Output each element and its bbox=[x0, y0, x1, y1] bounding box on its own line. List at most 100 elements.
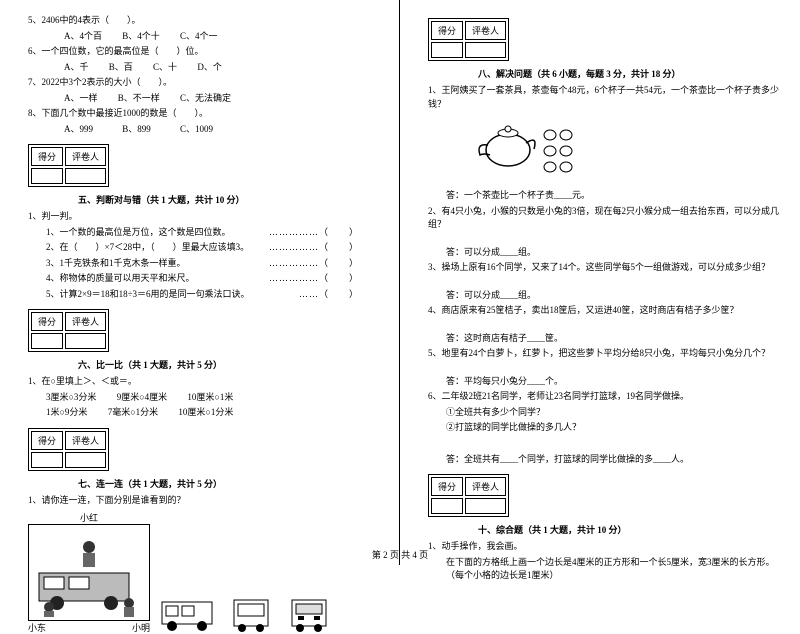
compare-row2: 1米○9分米 7毫米○1分米 10厘米○1分米 bbox=[28, 406, 379, 420]
j5-text: 5、计算2×9＝18和18÷3＝6用的是同一句乘法口诀。 bbox=[46, 288, 250, 302]
score-label: 得分 bbox=[31, 147, 63, 166]
score-label: 得分 bbox=[431, 477, 463, 496]
blank-line bbox=[428, 437, 780, 451]
score-label: 得分 bbox=[31, 431, 63, 450]
label-xiaoming: 小明 bbox=[132, 621, 150, 634]
q8a: A、999 bbox=[64, 124, 93, 134]
p2: 2、有4只小兔，小猴的只数是小兔的3倍，现在每2只小猴分成一组去抬东西，可以分成… bbox=[428, 205, 780, 232]
q7c: C、无法确定 bbox=[180, 93, 231, 103]
q6d: D、个 bbox=[197, 62, 222, 72]
judge-4: 4、称物体的质量可以用天平和米尺。 ……………（ ） bbox=[28, 272, 379, 286]
q7b: B、不一样 bbox=[118, 93, 160, 103]
label-xiaodong: 小东 bbox=[28, 621, 46, 634]
p5-ans: 答：平均每只小兔分____个。 bbox=[428, 375, 780, 389]
q7-options: A、一样 B、不一样 C、无法确定 bbox=[28, 92, 379, 106]
p2-ans: 答：可以分成____组。 bbox=[428, 246, 780, 260]
q8: 8、下面几个数中最接近1000的数是（ ）。 bbox=[28, 107, 379, 121]
blank-line bbox=[428, 363, 780, 373]
p6: 6、二年级2班21名同学，老师让23名同学打篮球，19名同学做操。 bbox=[428, 390, 780, 404]
dots: ……………（ ） bbox=[269, 257, 359, 271]
score-box-10: 得分评卷人 bbox=[428, 474, 509, 517]
p6-ans: 答：全班共有____个同学，打篮球的同学比做操的多____人。 bbox=[428, 453, 780, 467]
judge-5: 5、计算2×9＝18和18÷3＝6用的是同一句乘法口诀。 ……（ ） bbox=[28, 288, 379, 302]
van-front-icon bbox=[284, 594, 334, 634]
right-column: 得分评卷人 八、解决问题（共 6 小题，每题 3 分，共计 18 分） 1、王阿… bbox=[400, 0, 800, 565]
image-row: 小红 小东 小明 bbox=[28, 511, 379, 634]
p5: 5、地里有24个白萝卜，红萝卜，把这些萝卜平均分给8只小兔，平均每只小兔分几个？ bbox=[428, 347, 780, 361]
blank-line bbox=[428, 234, 780, 244]
q8-options: A、999 B、899 C、1009 bbox=[28, 123, 379, 137]
section-8-title: 八、解决问题（共 6 小题，每题 3 分，共计 18 分） bbox=[478, 67, 780, 80]
van-scene-icon bbox=[29, 525, 149, 620]
link-head: 1、请你连一连，下面分别是谁看到的？ bbox=[28, 494, 379, 508]
c2b: 7毫米○1分米 bbox=[108, 407, 158, 417]
van-rear-icon bbox=[226, 594, 276, 634]
q5-options: A、4个百 B、4个十 C、4个一 bbox=[28, 30, 379, 44]
blank-line bbox=[428, 277, 780, 287]
compare-head: 1、在○里填上＞、＜或＝。 bbox=[28, 375, 379, 389]
q5: 5、2406中的4表示（ ）。 bbox=[28, 14, 379, 28]
c1a: 3厘米○3分米 bbox=[46, 392, 96, 402]
dots: ……………（ ） bbox=[269, 226, 359, 240]
p4-ans: 答：这时商店有桔子____筐。 bbox=[428, 332, 780, 346]
q6b: B、百 bbox=[109, 62, 133, 72]
grader-label: 评卷人 bbox=[465, 477, 506, 496]
j3-text: 3、1千克铁条和1千克木条一样重。 bbox=[46, 257, 186, 271]
grader-label: 评卷人 bbox=[65, 431, 106, 450]
compare-row1: 3厘米○3分米 9厘米○4厘米 10厘米○1米 bbox=[28, 391, 379, 405]
scene-image: 小红 小东 小明 bbox=[28, 511, 150, 634]
score-box-7: 得分评卷人 bbox=[28, 428, 109, 471]
c2c: 10厘米○1分米 bbox=[178, 407, 233, 417]
q5c: C、4个一 bbox=[180, 31, 218, 41]
teapot-icon bbox=[468, 115, 588, 185]
blank-line bbox=[428, 320, 780, 330]
judge-1: 1、一个数的最高位是万位，这个数是四位数。 ……………（ ） bbox=[28, 226, 379, 240]
section-10-title: 十、综合题（共 1 大题，共计 10 分） bbox=[478, 523, 780, 536]
grader-label: 评卷人 bbox=[65, 312, 106, 331]
section-7-title: 七、连一连（共 1 大题，共计 5 分） bbox=[78, 477, 379, 490]
section-6-title: 六、比一比（共 1 大题，共计 5 分） bbox=[78, 358, 379, 371]
q7: 7、2022中3个2表示的大小（ ）。 bbox=[28, 76, 379, 90]
j4-text: 4、称物体的质量可以用天平和米尺。 bbox=[46, 272, 195, 286]
p4: 4、商店原来有25筐桔子，卖出18筐后，又运进40筐，这时商店有桔子多少筐？ bbox=[428, 304, 780, 318]
judge-3: 3、1千克铁条和1千克木条一样重。 ……………（ ） bbox=[28, 257, 379, 271]
dots: ……………（ ） bbox=[269, 272, 359, 286]
van-side-icon bbox=[158, 594, 218, 634]
grader-label: 评卷人 bbox=[65, 147, 106, 166]
score-label: 得分 bbox=[431, 21, 463, 40]
score-box-8: 得分评卷人 bbox=[428, 18, 509, 61]
p6a: ①全班共有多少个同学？ bbox=[428, 406, 780, 420]
score-box-5: 得分评卷人 bbox=[28, 144, 109, 187]
q6a: A、千 bbox=[64, 62, 89, 72]
dots: ……（ ） bbox=[299, 288, 359, 302]
score-box-6: 得分评卷人 bbox=[28, 309, 109, 352]
section-5-title: 五、判断对与错（共 1 大题，共计 10 分） bbox=[78, 193, 379, 206]
c1b: 9厘米○4厘米 bbox=[117, 392, 167, 402]
j2-text: 2、在（ ）×7＜28中，（ ）里最大应该填3。 bbox=[46, 241, 249, 255]
q5b: B、4个十 bbox=[122, 31, 160, 41]
p6b: ②打篮球的同学比做操的多几人？ bbox=[428, 421, 780, 435]
teapot-image bbox=[468, 115, 780, 185]
page-footer: 第 2 页 共 4 页 bbox=[0, 548, 800, 561]
p1: 1、王阿姨买了一套茶具，茶壶每个48元，6个杯子一共54元，一个茶壶比一个杯子贵… bbox=[428, 84, 780, 111]
judge-head: 1、判一判。 bbox=[28, 210, 379, 224]
j1-text: 1、一个数的最高位是万位，这个数是四位数。 bbox=[46, 226, 231, 240]
p3: 3、操场上原有16个同学，又来了14个。这些同学每5个一组做游戏，可以分成多少组… bbox=[428, 261, 780, 275]
c1c: 10厘米○1米 bbox=[187, 392, 233, 402]
q6: 6、一个四位数，它的最高位是（ ）位。 bbox=[28, 45, 379, 59]
judge-2: 2、在（ ）×7＜28中，（ ）里最大应该填3。 ……………（ ） bbox=[28, 241, 379, 255]
label-xiaohong: 小红 bbox=[28, 511, 150, 524]
q8b: B、899 bbox=[122, 124, 151, 134]
p1-ans: 答：一个茶壶比一个杯子贵____元。 bbox=[428, 189, 780, 203]
dots: ……………（ ） bbox=[269, 241, 359, 255]
q8c: C、1009 bbox=[180, 124, 213, 134]
q7a: A、一样 bbox=[64, 93, 98, 103]
c2a: 1米○9分米 bbox=[46, 407, 87, 417]
q6c: C、十 bbox=[153, 62, 177, 72]
p3-ans: 答：可以分成____组。 bbox=[428, 289, 780, 303]
score-label: 得分 bbox=[31, 312, 63, 331]
q5a: A、4个百 bbox=[64, 31, 102, 41]
left-column: 5、2406中的4表示（ ）。 A、4个百 B、4个十 C、4个一 6、一个四位… bbox=[0, 0, 400, 565]
grader-label: 评卷人 bbox=[465, 21, 506, 40]
q6-options: A、千 B、百 C、十 D、个 bbox=[28, 61, 379, 75]
